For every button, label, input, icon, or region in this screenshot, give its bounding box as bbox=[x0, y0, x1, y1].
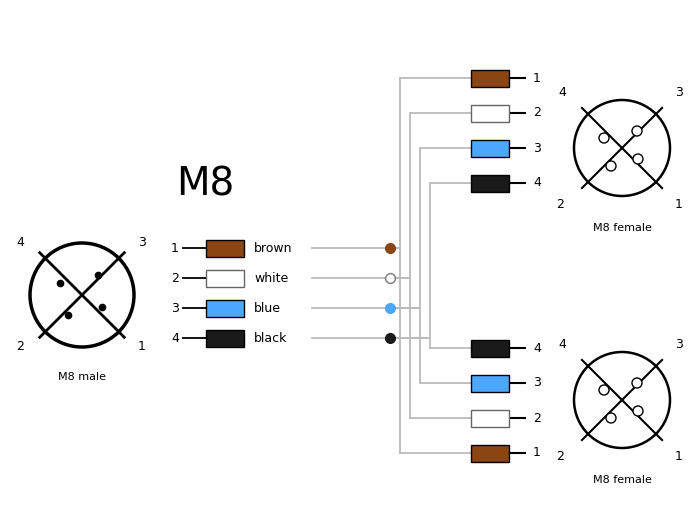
Bar bbox=[471, 175, 509, 192]
Circle shape bbox=[606, 161, 616, 171]
Bar bbox=[471, 375, 509, 392]
Text: M8 female: M8 female bbox=[593, 475, 652, 485]
Text: 4: 4 bbox=[16, 236, 24, 250]
Text: 1: 1 bbox=[533, 72, 541, 84]
Text: 4: 4 bbox=[171, 331, 179, 344]
Bar bbox=[206, 240, 244, 257]
Bar bbox=[471, 70, 509, 87]
Bar bbox=[471, 410, 509, 427]
Text: 1: 1 bbox=[533, 446, 541, 460]
Circle shape bbox=[606, 413, 616, 423]
Bar bbox=[471, 140, 509, 157]
Text: brown: brown bbox=[254, 242, 293, 254]
Bar bbox=[206, 330, 244, 347]
Text: white: white bbox=[254, 271, 288, 285]
Text: 4: 4 bbox=[558, 85, 566, 99]
Text: 1: 1 bbox=[675, 449, 683, 463]
Bar bbox=[206, 300, 244, 317]
Text: 1: 1 bbox=[675, 198, 683, 210]
Text: 2: 2 bbox=[533, 411, 541, 425]
Bar bbox=[206, 270, 244, 287]
Text: M8 male: M8 male bbox=[58, 372, 106, 382]
Text: 2: 2 bbox=[533, 107, 541, 119]
Bar bbox=[471, 445, 509, 462]
Bar bbox=[471, 340, 509, 357]
Text: 1: 1 bbox=[171, 242, 179, 254]
Bar bbox=[471, 105, 509, 122]
Circle shape bbox=[599, 133, 609, 143]
Text: 3: 3 bbox=[138, 236, 146, 250]
Text: 3: 3 bbox=[533, 376, 541, 390]
Text: 4: 4 bbox=[533, 341, 541, 355]
Text: M8: M8 bbox=[176, 166, 234, 204]
Text: 3: 3 bbox=[675, 338, 683, 350]
Text: 3: 3 bbox=[533, 142, 541, 155]
Text: 1: 1 bbox=[138, 340, 146, 354]
Circle shape bbox=[632, 126, 642, 136]
Text: 2: 2 bbox=[556, 449, 564, 463]
Text: 2: 2 bbox=[556, 198, 564, 210]
Circle shape bbox=[632, 378, 642, 388]
Text: 4: 4 bbox=[558, 338, 566, 350]
Text: 3: 3 bbox=[675, 85, 683, 99]
Text: black: black bbox=[254, 331, 288, 344]
Text: 2: 2 bbox=[16, 340, 24, 354]
Text: 4: 4 bbox=[533, 176, 541, 190]
Text: 3: 3 bbox=[171, 302, 179, 314]
Circle shape bbox=[633, 406, 643, 416]
Text: 2: 2 bbox=[171, 271, 179, 285]
Circle shape bbox=[599, 385, 609, 395]
Text: M8 female: M8 female bbox=[593, 223, 652, 233]
Text: blue: blue bbox=[254, 302, 281, 314]
Circle shape bbox=[633, 154, 643, 164]
